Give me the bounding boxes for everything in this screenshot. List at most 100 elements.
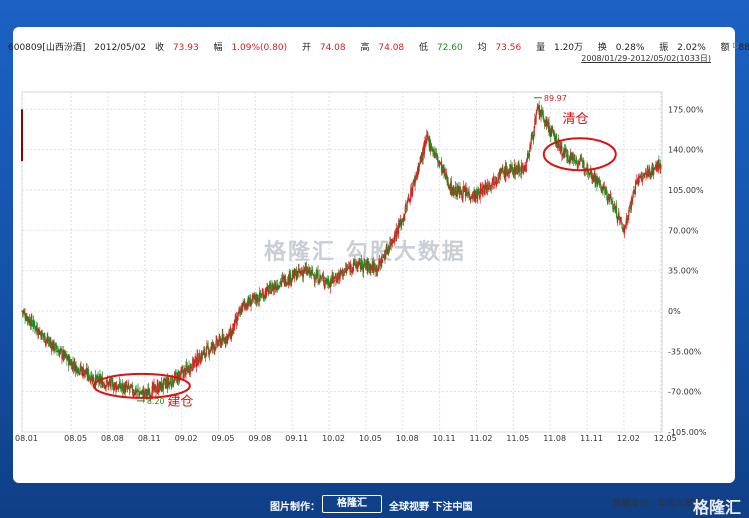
candle-body: [283, 277, 285, 280]
candle-body: [600, 186, 602, 192]
candle-body: [106, 379, 108, 384]
candle-body: [575, 160, 577, 162]
candle-body: [294, 270, 296, 277]
candle-body: [120, 386, 122, 389]
candle-body: [356, 263, 358, 266]
candle-body: [496, 180, 498, 183]
candle-body: [572, 157, 575, 161]
candle-body: [22, 311, 24, 313]
candle-body: [543, 118, 545, 123]
candle-body: [171, 376, 174, 385]
candle-body: [597, 179, 599, 182]
candle-body: [229, 328, 231, 338]
candle-body: [173, 382, 175, 384]
candle-body: [58, 351, 61, 357]
candle-body: [68, 356, 70, 366]
candle-body: [76, 372, 78, 374]
candle-body: [226, 335, 228, 342]
candle-body: [420, 156, 422, 161]
candle-body: [41, 330, 43, 340]
candle-body: [508, 170, 510, 173]
candle-body: [511, 164, 513, 170]
candle-body: [463, 186, 465, 192]
candle-body: [544, 121, 546, 127]
candle-body: [141, 391, 143, 393]
candle-body: [644, 174, 646, 175]
window-controls[interactable]: ⌄ ▫: [721, 40, 739, 51]
candle-body: [201, 352, 203, 361]
candle-body: [619, 217, 621, 220]
candle-body: [143, 390, 145, 398]
candle-body: [645, 172, 647, 176]
candle-body: [552, 129, 554, 135]
candle-body: [431, 147, 433, 150]
candle-body: [447, 181, 449, 188]
candle-body: [286, 281, 288, 283]
candle-body: [56, 350, 58, 352]
candle-body: [647, 171, 650, 177]
candle-body: [573, 159, 575, 160]
candle-body: [299, 270, 301, 273]
candle-body: [659, 164, 661, 170]
candle-body: [371, 266, 373, 270]
candle-body: [160, 382, 163, 392]
candle-body: [369, 264, 371, 270]
candle-body: [658, 159, 660, 168]
candle-body: [297, 270, 299, 277]
candle-body: [216, 339, 218, 345]
candle-body: [520, 173, 522, 175]
candle-body: [161, 383, 163, 389]
candle-body: [398, 223, 400, 228]
candle-body: [355, 264, 357, 268]
candle-body: [405, 205, 407, 207]
candle-body: [110, 378, 112, 388]
candle-body: [338, 273, 341, 280]
buy-zone-ellipse: [92, 372, 191, 399]
chevron-down-icon[interactable]: ⌄: [720, 40, 730, 51]
candle-body: [550, 127, 553, 137]
candle-body: [31, 324, 34, 326]
candle-body: [216, 338, 218, 340]
x-tick-label: 10.11: [433, 434, 456, 443]
candle-body: [199, 362, 201, 364]
candle-body: [473, 191, 475, 201]
footer-made-by: 图片制作：: [270, 502, 320, 513]
candle-body: [284, 276, 287, 286]
restore-icon[interactable]: ▫: [732, 40, 739, 51]
candle-body: [616, 218, 618, 220]
candle-body: [468, 191, 470, 196]
candle-body: [114, 383, 116, 385]
candle-body: [122, 382, 124, 391]
candle-body: [85, 372, 87, 375]
candle-body: [495, 182, 497, 185]
candle-body: [484, 185, 486, 195]
candle-body: [219, 337, 221, 339]
candle-body: [364, 264, 366, 267]
candle-body: [124, 384, 126, 393]
candle-body: [571, 156, 573, 160]
date-range[interactable]: 2008/01/29-2012/05/02(1033日): [581, 54, 711, 63]
candle-body: [155, 390, 158, 392]
candle-body: [256, 299, 258, 303]
y-tick-label: 105.00%: [668, 186, 704, 195]
candle-body: [448, 186, 450, 188]
candle-body: [660, 164, 662, 169]
candle-body: [181, 370, 183, 372]
candle-body: [491, 183, 493, 186]
candle-body: [301, 271, 303, 275]
candle-body: [337, 273, 339, 280]
candle-body: [428, 136, 430, 148]
candle-body: [349, 264, 352, 272]
candle-body: [296, 275, 298, 280]
candle-body: [142, 390, 144, 398]
candle-body: [120, 387, 123, 389]
candle-body: [80, 368, 83, 371]
candle-body: [96, 377, 98, 381]
candle-body: [507, 171, 510, 174]
candle-body: [435, 153, 437, 156]
candle-body: [119, 382, 121, 388]
candle-body: [594, 173, 596, 184]
candle-body: [619, 219, 621, 221]
candle-body: [214, 346, 216, 351]
